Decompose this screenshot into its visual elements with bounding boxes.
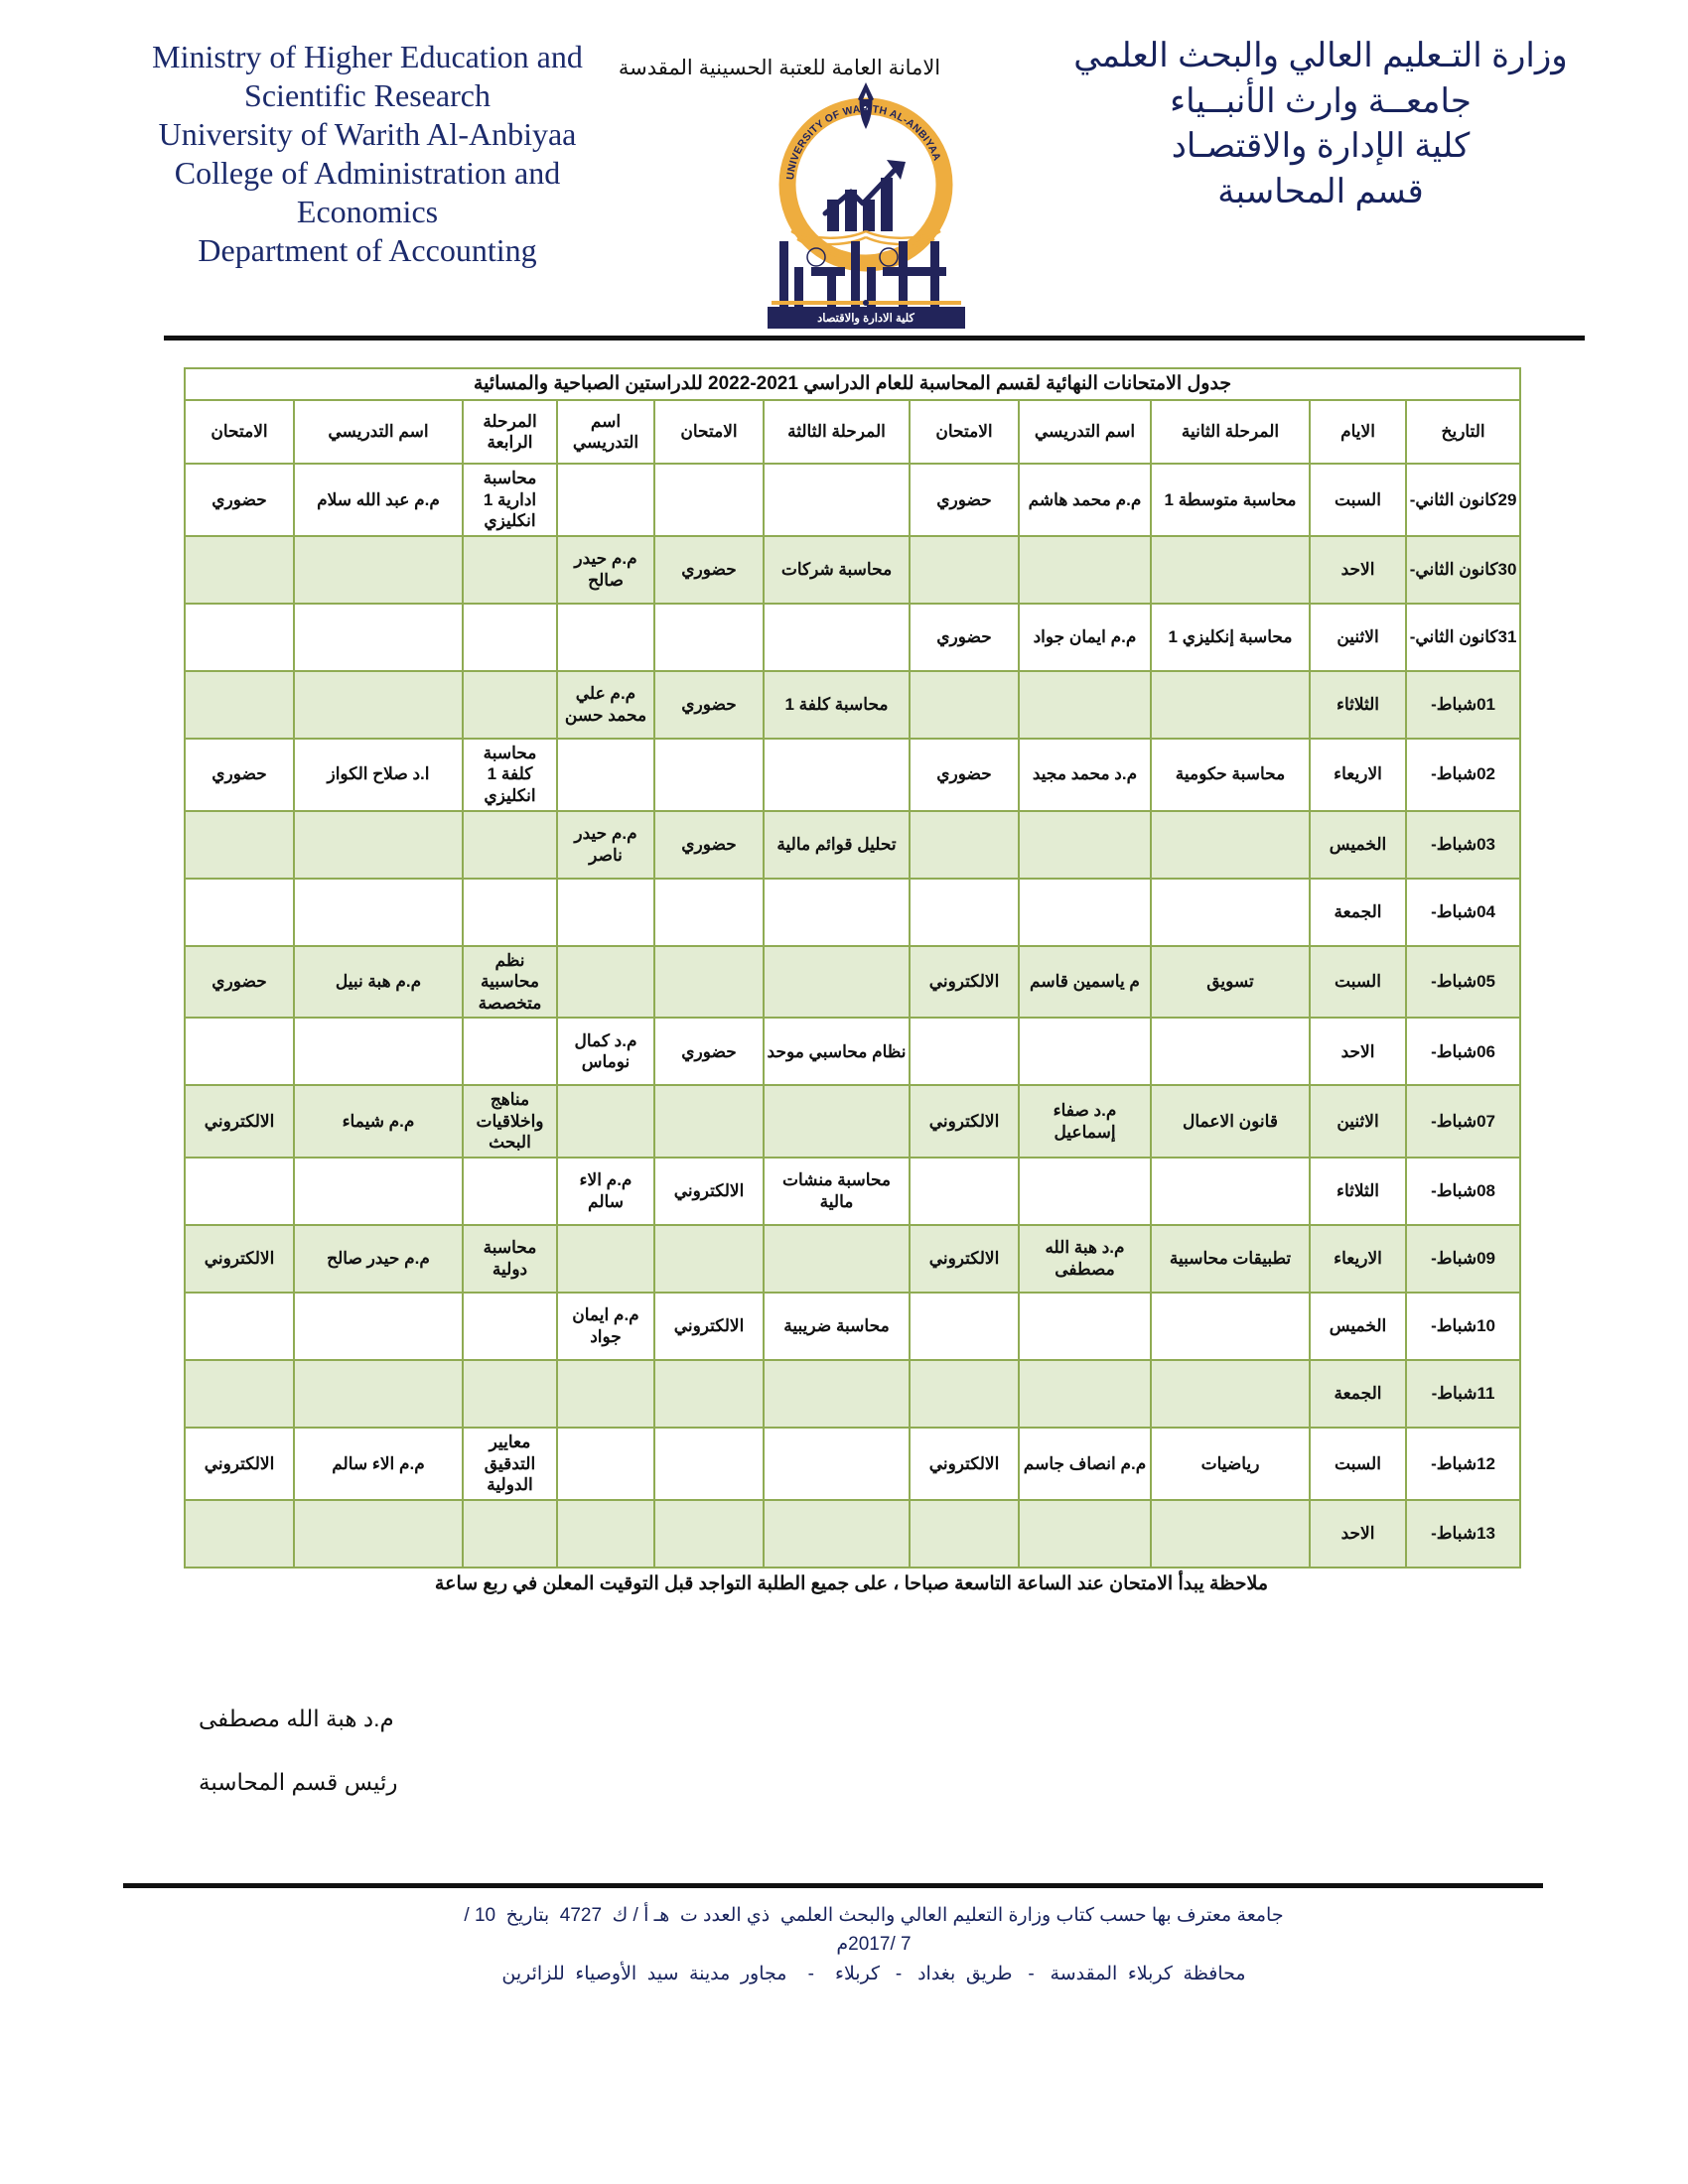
- svg-text:كلية الادارة والاقتصاد: كلية الادارة والاقتصاد: [817, 312, 914, 326]
- svg-text:UNIVERSITY OF WARITH AL-ANBIYA: UNIVERSITY OF WARITH AL-ANBIYAA: [784, 103, 943, 181]
